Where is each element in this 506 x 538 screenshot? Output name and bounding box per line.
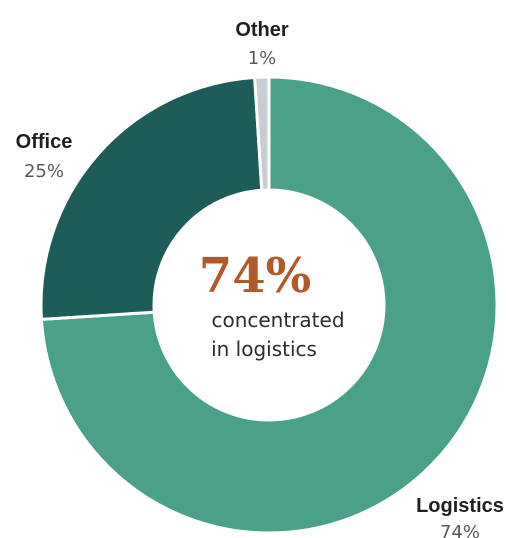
- value-label-office: 25%: [24, 161, 64, 182]
- slices-group: [39, 75, 499, 535]
- center-line-2: in logistics: [211, 337, 317, 361]
- center-headline: 74%: [199, 248, 311, 304]
- label-office: Office: [16, 131, 73, 153]
- slice-logistics: [39, 75, 499, 535]
- value-label-logistics: 74%: [440, 522, 480, 538]
- value-label-other: 1%: [248, 48, 277, 69]
- labels-group: Logistics 74% Office 25% Other 1%: [16, 19, 504, 538]
- center-line-1: concentrated: [211, 308, 344, 332]
- label-other: Other: [235, 19, 289, 41]
- slice-office: [39, 75, 264, 321]
- center-annotation: 74% concentrated in logistics: [199, 248, 345, 361]
- slice-other: [253, 75, 271, 192]
- label-logistics: Logistics: [416, 495, 504, 517]
